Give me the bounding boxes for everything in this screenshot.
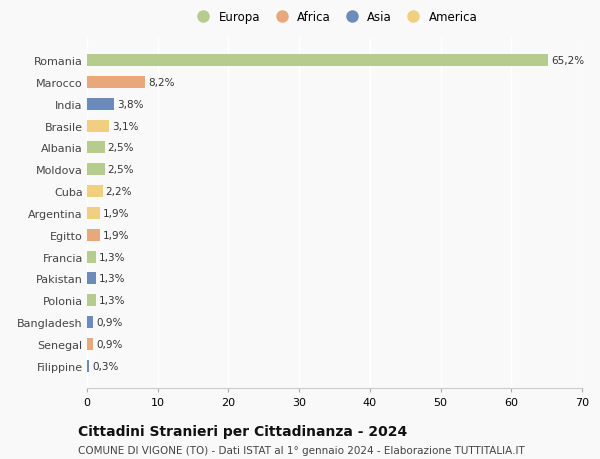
Text: 8,2%: 8,2% bbox=[148, 78, 175, 88]
Text: 3,1%: 3,1% bbox=[112, 121, 138, 131]
Text: 65,2%: 65,2% bbox=[551, 56, 584, 66]
Bar bbox=[87, 185, 103, 198]
Text: 2,5%: 2,5% bbox=[107, 143, 134, 153]
Text: 1,9%: 1,9% bbox=[103, 230, 130, 240]
Text: 1,3%: 1,3% bbox=[99, 296, 125, 306]
Text: 1,9%: 1,9% bbox=[103, 208, 130, 218]
Text: 2,2%: 2,2% bbox=[106, 187, 132, 196]
Text: 1,3%: 1,3% bbox=[99, 252, 125, 262]
Bar bbox=[87, 295, 96, 307]
Bar bbox=[87, 229, 100, 241]
Bar bbox=[87, 77, 145, 89]
Bar bbox=[87, 120, 109, 132]
Legend: Europa, Africa, Asia, America: Europa, Africa, Asia, America bbox=[187, 6, 482, 29]
Bar bbox=[87, 99, 114, 111]
Text: 3,8%: 3,8% bbox=[116, 100, 143, 109]
Bar bbox=[87, 316, 94, 328]
Bar bbox=[87, 207, 100, 219]
Text: COMUNE DI VIGONE (TO) - Dati ISTAT al 1° gennaio 2024 - Elaborazione TUTTITALIA.: COMUNE DI VIGONE (TO) - Dati ISTAT al 1°… bbox=[78, 445, 525, 455]
Text: 1,3%: 1,3% bbox=[99, 274, 125, 284]
Bar bbox=[87, 55, 548, 67]
Bar bbox=[87, 338, 94, 350]
Bar bbox=[87, 251, 96, 263]
Text: 0,9%: 0,9% bbox=[96, 318, 122, 327]
Bar bbox=[87, 273, 96, 285]
Text: Cittadini Stranieri per Cittadinanza - 2024: Cittadini Stranieri per Cittadinanza - 2… bbox=[78, 425, 407, 438]
Bar bbox=[87, 142, 104, 154]
Bar bbox=[87, 164, 104, 176]
Text: 0,9%: 0,9% bbox=[96, 339, 122, 349]
Text: 2,5%: 2,5% bbox=[107, 165, 134, 175]
Bar bbox=[87, 360, 89, 372]
Text: 0,3%: 0,3% bbox=[92, 361, 118, 371]
